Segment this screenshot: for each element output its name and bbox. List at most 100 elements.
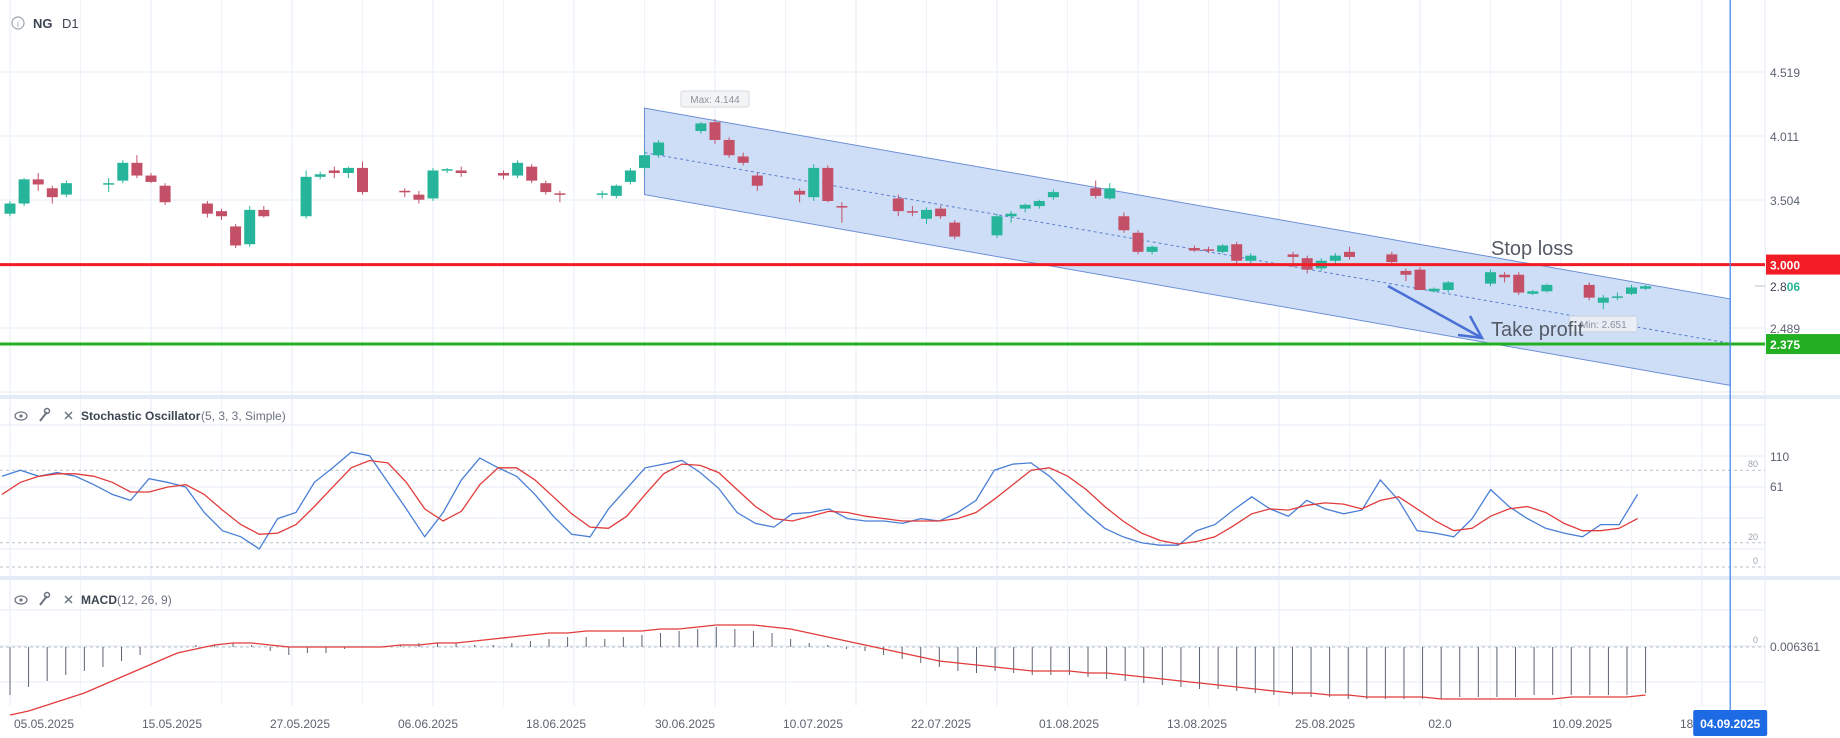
candle-body[interactable] — [427, 170, 439, 199]
candle[interactable] — [1344, 246, 1355, 260]
candle[interactable] — [18, 178, 30, 207]
candle[interactable] — [1188, 245, 1200, 252]
candle[interactable] — [46, 185, 58, 204]
candle[interactable] — [1513, 272, 1525, 296]
candle-body[interactable] — [991, 216, 1003, 236]
candle-body[interactable] — [1344, 251, 1355, 257]
candle-body[interactable] — [1188, 248, 1200, 251]
candle-body[interactable] — [1442, 282, 1454, 291]
candle-body[interactable] — [1132, 232, 1144, 252]
candle-body[interactable] — [103, 183, 115, 185]
candle-body[interactable] — [822, 167, 834, 201]
candle[interactable] — [258, 206, 270, 218]
candle-body[interactable] — [1329, 255, 1341, 261]
timeframe-label[interactable]: D1 — [62, 16, 79, 31]
candle-body[interactable] — [455, 170, 467, 174]
candle[interactable] — [413, 190, 425, 204]
candle[interactable] — [1583, 282, 1595, 301]
candle[interactable] — [935, 206, 947, 219]
candle-body[interactable] — [540, 183, 552, 193]
candle-body[interactable] — [258, 209, 270, 217]
candle-body[interactable] — [1541, 284, 1553, 292]
candle[interactable] — [399, 188, 411, 198]
candle-body[interactable] — [1146, 246, 1158, 252]
candle[interactable] — [145, 173, 157, 184]
candle[interactable] — [554, 190, 566, 203]
candle[interactable] — [921, 207, 932, 224]
candle-body[interactable] — [46, 188, 58, 198]
candle-body[interactable] — [1090, 188, 1102, 196]
candle[interactable] — [300, 170, 312, 219]
candle-body[interactable] — [751, 175, 763, 186]
candle-body[interactable] — [131, 162, 143, 176]
candle-body[interactable] — [1047, 192, 1059, 198]
candle[interactable] — [709, 119, 721, 144]
candle[interactable] — [695, 122, 707, 134]
candle[interactable] — [1414, 267, 1426, 291]
candle[interactable] — [1217, 244, 1229, 254]
take-profit-badge[interactable] — [1766, 334, 1840, 355]
stop-loss-badge[interactable] — [1766, 254, 1840, 275]
candle-body[interactable] — [1485, 272, 1496, 284]
candle[interactable] — [526, 164, 538, 184]
candle[interactable] — [1499, 272, 1511, 283]
candle[interactable] — [314, 171, 326, 180]
candle-body[interactable] — [413, 194, 425, 200]
candle[interactable] — [723, 137, 735, 158]
macd-pane[interactable]: 0 0.006361 — [0, 624, 1820, 716]
candle-body[interactable] — [1400, 270, 1412, 275]
candle-body[interactable] — [695, 123, 707, 132]
eye-icon[interactable] — [14, 411, 28, 421]
candle[interactable] — [131, 155, 143, 179]
candle[interactable] — [216, 208, 227, 221]
candle[interactable] — [639, 150, 650, 171]
candle-body[interactable] — [117, 162, 129, 181]
candle[interactable] — [1329, 253, 1341, 265]
candle[interactable] — [1626, 284, 1637, 296]
candle[interactable] — [230, 223, 242, 249]
candle-body[interactable] — [342, 167, 354, 174]
candle-body[interactable] — [1386, 254, 1398, 263]
candle[interactable] — [596, 190, 608, 199]
candle-body[interactable] — [1118, 216, 1130, 231]
candle[interactable] — [822, 165, 834, 203]
stoch-d-line[interactable] — [1, 459, 1638, 545]
candle[interactable] — [4, 200, 16, 217]
candle-body[interactable] — [949, 222, 961, 237]
channel-midline[interactable] — [644, 152, 1731, 344]
pane-separator[interactable] — [0, 576, 1840, 580]
candle-body[interactable] — [921, 209, 932, 219]
candle-body[interactable] — [1287, 254, 1299, 257]
candle-body[interactable] — [18, 179, 30, 204]
candle[interactable] — [1132, 230, 1144, 255]
candle-body[interactable] — [1104, 188, 1116, 199]
candle[interactable] — [1428, 287, 1440, 293]
target-arrow[interactable] — [1387, 284, 1483, 340]
candle[interactable] — [1231, 241, 1243, 264]
candle[interactable] — [892, 194, 904, 217]
candle-body[interactable] — [244, 209, 256, 245]
candle-body[interactable] — [1597, 297, 1609, 303]
candle-body[interactable] — [1217, 245, 1229, 252]
candle-body[interactable] — [1583, 284, 1595, 298]
candle[interactable] — [1019, 203, 1031, 213]
candle-body[interactable] — [357, 167, 368, 193]
candle-body[interactable] — [1499, 274, 1511, 278]
candle[interactable] — [159, 183, 171, 205]
candle-body[interactable] — [1626, 287, 1637, 294]
wrench-icon[interactable] — [39, 591, 51, 606]
candle[interactable] — [1033, 199, 1045, 209]
candle-body[interactable] — [1033, 200, 1045, 207]
stoch-k-line[interactable] — [1, 451, 1639, 550]
candle[interactable] — [1104, 183, 1116, 200]
candle-body[interactable] — [4, 203, 16, 214]
candle-body[interactable] — [1245, 255, 1257, 261]
candle[interactable] — [498, 170, 509, 180]
candle-body[interactable] — [709, 122, 721, 140]
candle[interactable] — [1203, 246, 1214, 254]
candle[interactable] — [737, 152, 749, 166]
candle-body[interactable] — [1231, 244, 1243, 261]
candle-body[interactable] — [314, 174, 326, 177]
candle-body[interactable] — [906, 211, 918, 213]
candle[interactable] — [836, 202, 848, 223]
